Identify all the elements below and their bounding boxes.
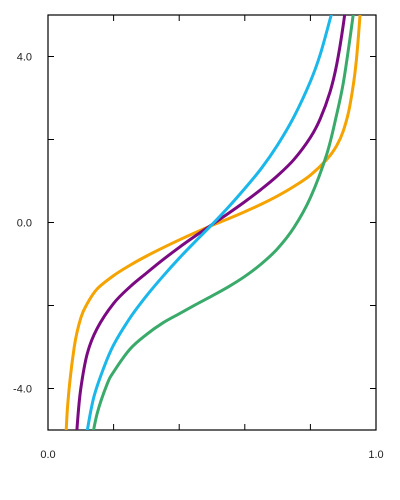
axis-ticks — [47, 15, 377, 430]
series-line-3 — [85, 15, 333, 430]
plot-curves — [64, 15, 362, 430]
series-line-1 — [64, 15, 362, 430]
x-tick-label: 0.0 — [40, 449, 55, 461]
x-tick-label: 1.0 — [368, 449, 383, 461]
series-line-2 — [75, 15, 347, 430]
y-tick-label: 4.0 — [17, 52, 32, 64]
series-line-4 — [92, 15, 355, 430]
y-tick-label: 0.0 — [17, 218, 32, 230]
y-tick-label: -4.0 — [13, 384, 32, 396]
tick-labels: 0.0 1.0 -4.0 0.0 4.0 — [13, 52, 384, 462]
